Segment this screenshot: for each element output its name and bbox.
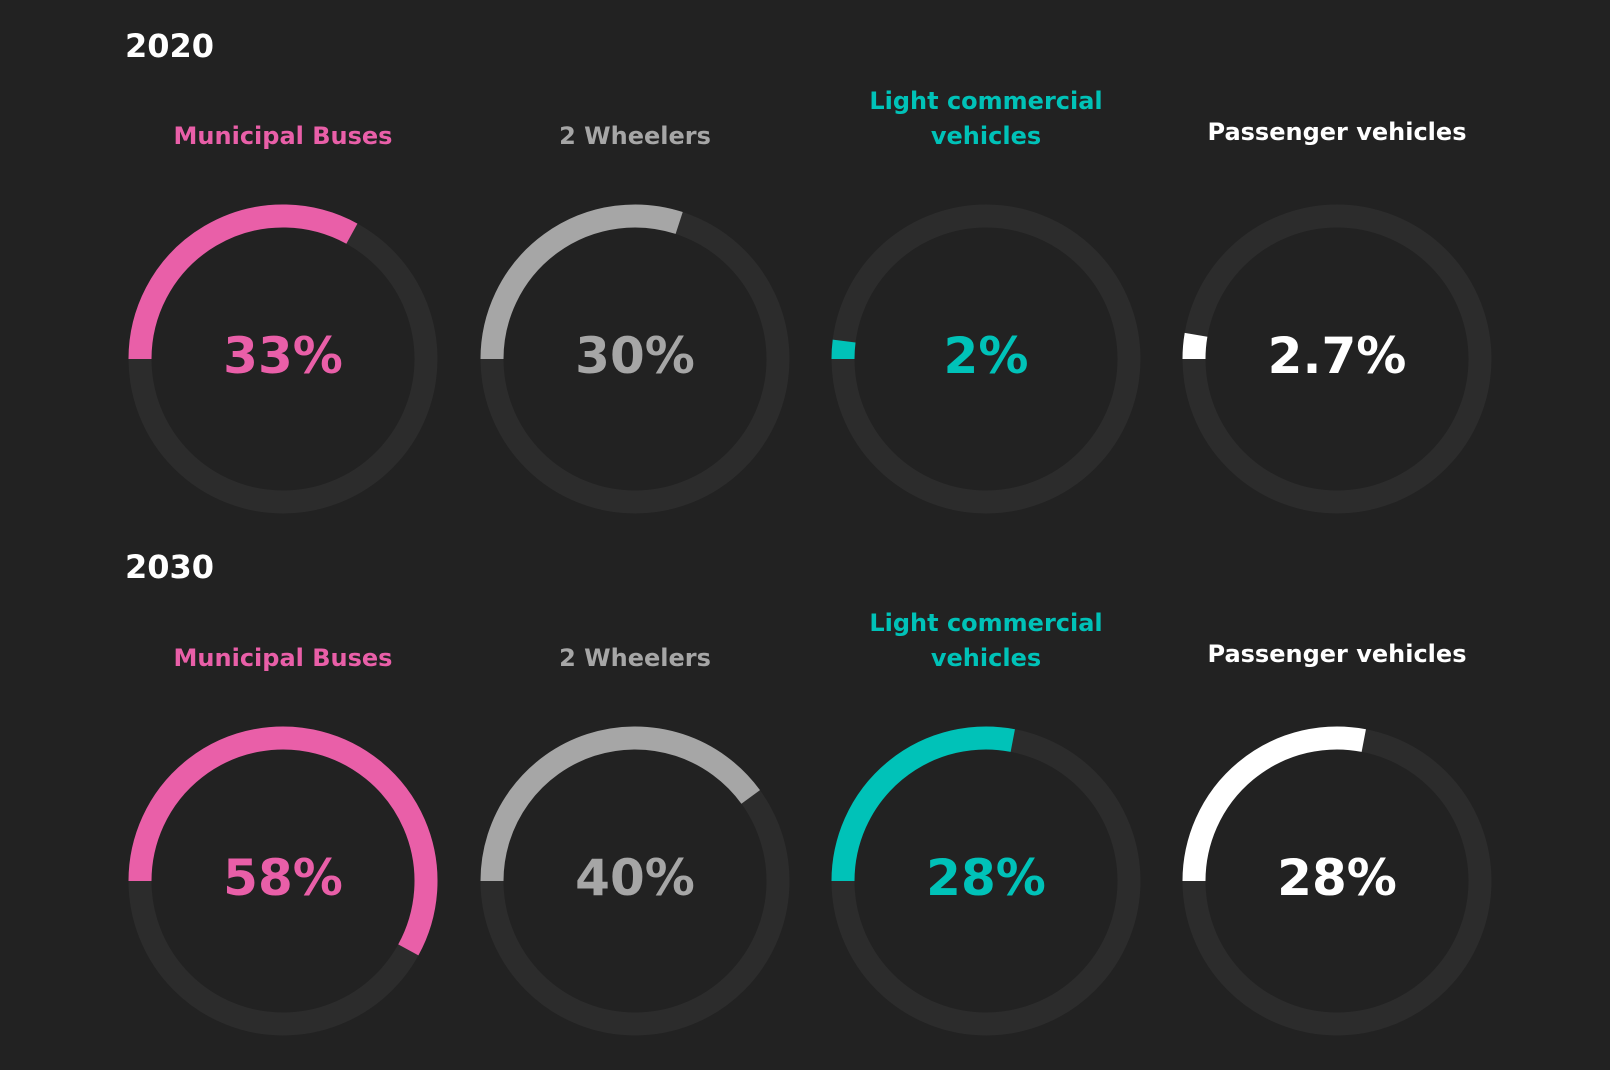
category-label: Passenger vehicles — [1177, 115, 1497, 150]
percent-label: 28% — [926, 849, 1046, 907]
category-label-line: vehicles — [930, 122, 1042, 150]
donut-chart — [480, 204, 790, 514]
category-label-line: Passenger vehicles — [1207, 640, 1467, 668]
category-label-line: 2 Wheelers — [559, 122, 711, 150]
category-label: Light commercial vehicles — [826, 84, 1146, 154]
category-label: Light commercial vehicles — [826, 606, 1146, 676]
percent-label: 2.7% — [1267, 327, 1407, 385]
donut-value-arc — [128, 726, 438, 956]
year-heading: 2030 — [125, 548, 215, 586]
donut-chart — [128, 204, 438, 514]
donut-value-arc — [1182, 726, 1366, 882]
category-label-line: vehicles — [930, 644, 1042, 672]
donut-value-arc — [128, 204, 358, 360]
donut-value-arc — [480, 204, 683, 360]
donut-chart — [1182, 204, 1492, 514]
donut-value-arc — [831, 339, 856, 360]
category-label-line: Municipal Buses — [173, 644, 393, 672]
category-label-line: Passenger vehicles — [1207, 118, 1467, 146]
category-label: Municipal Buses — [123, 641, 443, 676]
donut-chart — [831, 726, 1141, 1036]
category-label-line: Municipal Buses — [173, 122, 393, 150]
category-label-line: Light commercial — [869, 609, 1103, 637]
category-label: 2 Wheelers — [475, 641, 795, 676]
donut-value-arc — [480, 726, 760, 882]
donut-chart — [1182, 726, 1492, 1036]
donut-value-arc — [1182, 332, 1208, 360]
percent-label: 2% — [943, 327, 1029, 385]
category-label: 2 Wheelers — [475, 119, 795, 154]
percent-label: 40% — [575, 849, 695, 907]
percent-label: 58% — [223, 849, 343, 907]
category-label-line: 2 Wheelers — [559, 644, 711, 672]
donut-value-arc — [831, 726, 1015, 882]
year-heading: 2020 — [125, 27, 215, 65]
percent-label: 28% — [1277, 849, 1397, 907]
category-label: Municipal Buses — [123, 119, 443, 154]
donut-chart — [480, 726, 790, 1036]
donut-chart — [831, 204, 1141, 514]
percent-label: 33% — [223, 327, 343, 385]
category-label: Passenger vehicles — [1177, 637, 1497, 672]
donut-chart — [128, 726, 438, 1036]
category-label-line: Light commercial — [869, 87, 1103, 115]
percent-label: 30% — [575, 327, 695, 385]
